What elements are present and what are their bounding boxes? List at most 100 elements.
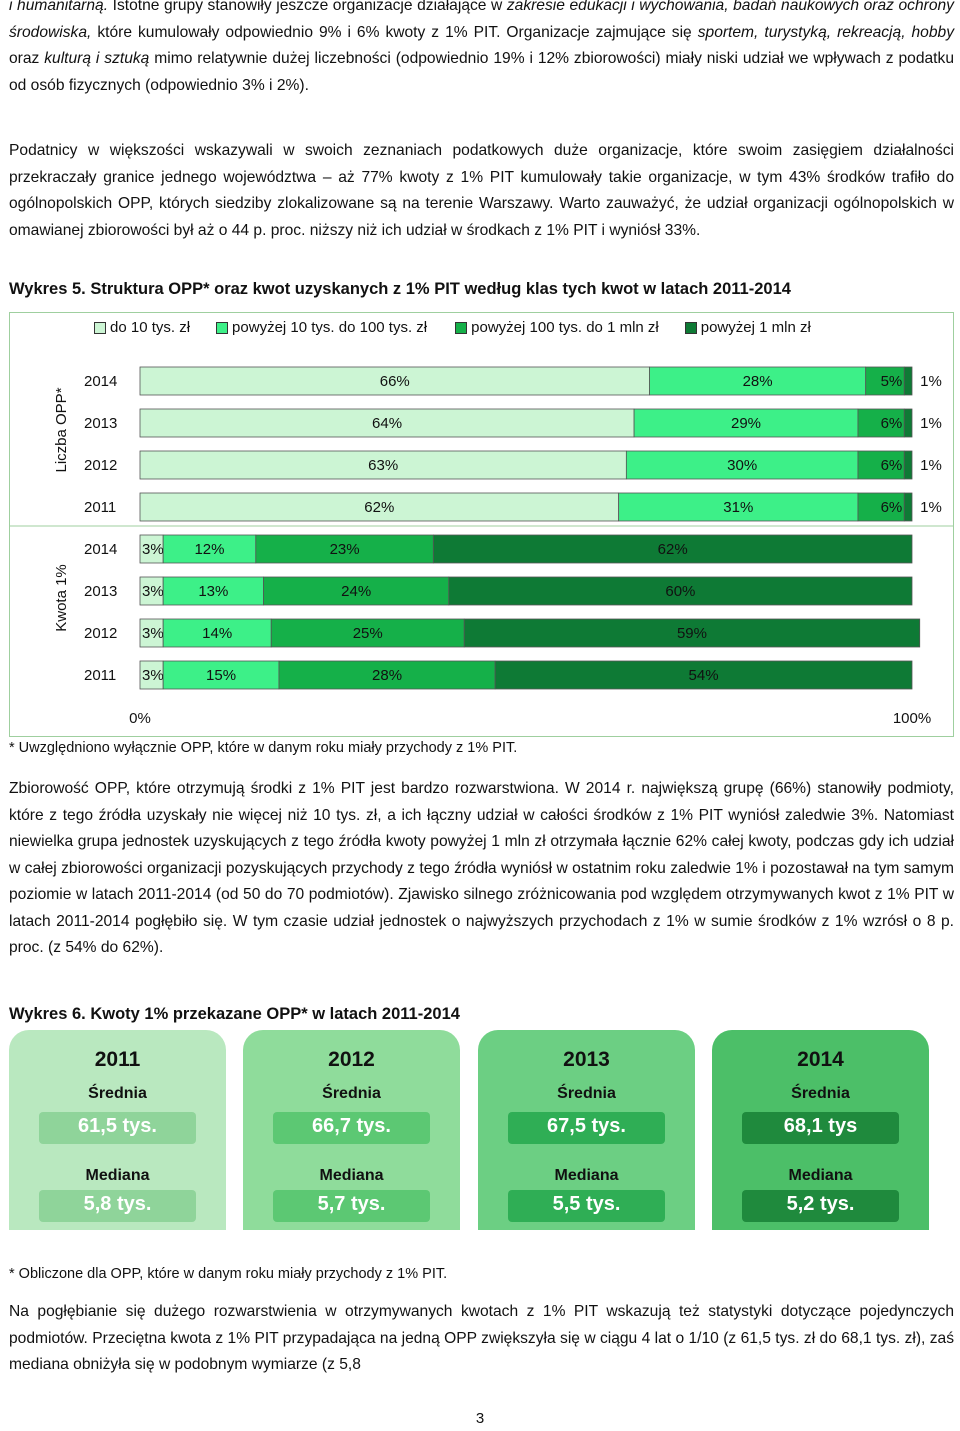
row-label: 2014: [84, 541, 117, 558]
row-label: 2012: [84, 457, 117, 474]
chart-legend: do 10 tys. zł powyżej 10 tys. do 100 tys…: [94, 319, 837, 336]
data-label: 64%: [372, 415, 402, 432]
stacked-bar-plot: Liczba OPP* 2014 66% 28% 5% 1% 2013 64% 29% 6% 1% 2…: [10, 366, 953, 727]
legend-item: powyżej 100 tys. do 1 mln zł: [455, 319, 659, 336]
figure-6-heading: Wykres 6. Kwoty 1% przekazane OPP* w lat…: [9, 1005, 460, 1023]
average-label: Średnia: [322, 1085, 381, 1102]
paragraph-4: Na pogłębianie się dużego rozwarstwienia…: [9, 1303, 954, 1373]
card-background: [243, 1030, 460, 1230]
median-label: Mediana: [554, 1167, 619, 1184]
average-label: Średnia: [557, 1085, 616, 1102]
data-label: 5%: [881, 373, 903, 390]
bar-segment: [448, 576, 913, 606]
legend-label: powyżej 10 tys. do 100 tys. zł: [232, 319, 428, 336]
average-label: Średnia: [791, 1085, 850, 1102]
data-label: 3%: [142, 583, 164, 600]
x-tick-label: 100%: [893, 710, 931, 727]
row-label: 2014: [84, 373, 117, 390]
paragraph-1: i humanitarną. Istotne grupy stanowiły j…: [9, 0, 954, 99]
bar-segment: [139, 408, 635, 438]
stat-card-2014: 2014 Średnia 68,1 tys Mediana 5,2 tys.: [712, 1030, 929, 1230]
data-label: 1%: [920, 373, 942, 390]
data-label: 24%: [341, 583, 371, 600]
text: Istotne grupy stanowiły jeszcze organiza…: [108, 0, 507, 14]
bar-segment: [618, 492, 859, 522]
legend-swatch: [216, 321, 229, 334]
data-label: 6%: [881, 415, 903, 432]
legend-label: powyżej 100 tys. do 1 mln zł: [471, 319, 659, 336]
bar-segment: [263, 576, 450, 606]
card-year: 2014: [797, 1048, 844, 1071]
stat-card-2013: 2013 Średnia 67,5 tys. Mediana 5,5 tys.: [478, 1030, 695, 1230]
bar-segment: [162, 534, 257, 564]
average-value: 66,7 tys.: [312, 1115, 391, 1137]
row-label: 2012: [84, 625, 117, 642]
italic-text: i humanitarną.: [9, 0, 109, 14]
data-label: 54%: [689, 667, 719, 684]
average-value: 67,5 tys.: [547, 1115, 626, 1137]
median-value: 5,2 tys.: [786, 1193, 855, 1215]
bar-segment: [432, 534, 913, 564]
data-label: 66%: [380, 373, 410, 390]
median-label: Mediana: [319, 1167, 384, 1184]
data-label: 62%: [658, 541, 688, 558]
bar-segment: [139, 450, 627, 480]
legend-item: powyżej 1 mln zł: [684, 319, 811, 336]
legend-swatch: [455, 321, 468, 334]
data-label: 29%: [731, 415, 761, 432]
bar-segment: [625, 450, 859, 480]
italic-text: kulturą i sztuką: [44, 50, 150, 67]
data-label: 25%: [353, 625, 383, 642]
median-label: Mediana: [788, 1167, 853, 1184]
row-label: 2013: [84, 583, 117, 600]
bar-segment: [857, 408, 905, 438]
average-value: 68,1 tys: [783, 1115, 858, 1137]
data-label: 15%: [206, 667, 236, 684]
data-label: 13%: [198, 583, 228, 600]
legend-item: do 10 tys. zł: [94, 319, 190, 336]
bar-segment: [162, 660, 280, 690]
data-label: 28%: [743, 373, 773, 390]
data-label: 63%: [368, 457, 398, 474]
data-label: 12%: [194, 541, 224, 558]
bar-segment: [857, 492, 905, 522]
bar-segment: [139, 366, 650, 396]
data-label: 28%: [372, 667, 402, 684]
median-value: 5,8 tys.: [83, 1193, 152, 1215]
text: oraz: [9, 50, 45, 67]
bar-segment: [162, 576, 264, 606]
data-label: 23%: [330, 541, 360, 558]
data-label: 62%: [364, 499, 394, 516]
figure-6-stats: 2011 Średnia 61,5 tys. Mediana 5,8 tys. …: [9, 1030, 954, 1230]
figure-6-footnote: * Obliczone dla OPP, które w danym roku …: [9, 1266, 448, 1282]
row-label: 2011: [84, 499, 116, 516]
bar-segment: [865, 366, 905, 396]
card-year: 2011: [94, 1048, 141, 1071]
bar-segment: [903, 366, 913, 396]
bar-segment: [463, 618, 921, 648]
data-label: 14%: [202, 625, 232, 642]
median-value: 5,5 tys.: [552, 1193, 621, 1215]
legend-item: powyżej 10 tys. do 100 tys. zł: [216, 319, 427, 336]
data-label: 3%: [142, 625, 164, 642]
card-background: [9, 1030, 226, 1230]
text: które kumulowały odpowiednio 9% i 6% kwo…: [91, 23, 698, 41]
data-label: 59%: [677, 625, 707, 642]
stat-card-2012: 2012 Średnia 66,7 tys. Mediana 5,7 tys.: [243, 1030, 460, 1230]
page-number: 3: [475, 1410, 485, 1427]
data-label: 3%: [142, 667, 164, 684]
bar-segment: [633, 408, 859, 438]
figure-5-chart: do 10 tys. zł powyżej 10 tys. do 100 tys…: [9, 312, 954, 737]
average-value: 61,5 tys.: [78, 1115, 157, 1137]
median-label: Mediana: [85, 1167, 150, 1184]
italic-text: sportem, turystyką, rekreacją, hobby: [697, 23, 954, 41]
legend-label: do 10 tys. zł: [110, 319, 191, 336]
italic-text: zakresie edukacji i wychowania, badań na…: [9, 0, 954, 41]
data-label: 6%: [881, 457, 903, 474]
row-label: 2011: [84, 667, 116, 684]
data-label: 31%: [723, 499, 753, 516]
bar-segment: [903, 408, 913, 438]
data-label: 30%: [727, 457, 757, 474]
card-year: 2013: [563, 1048, 610, 1071]
legend-swatch: [94, 321, 106, 334]
